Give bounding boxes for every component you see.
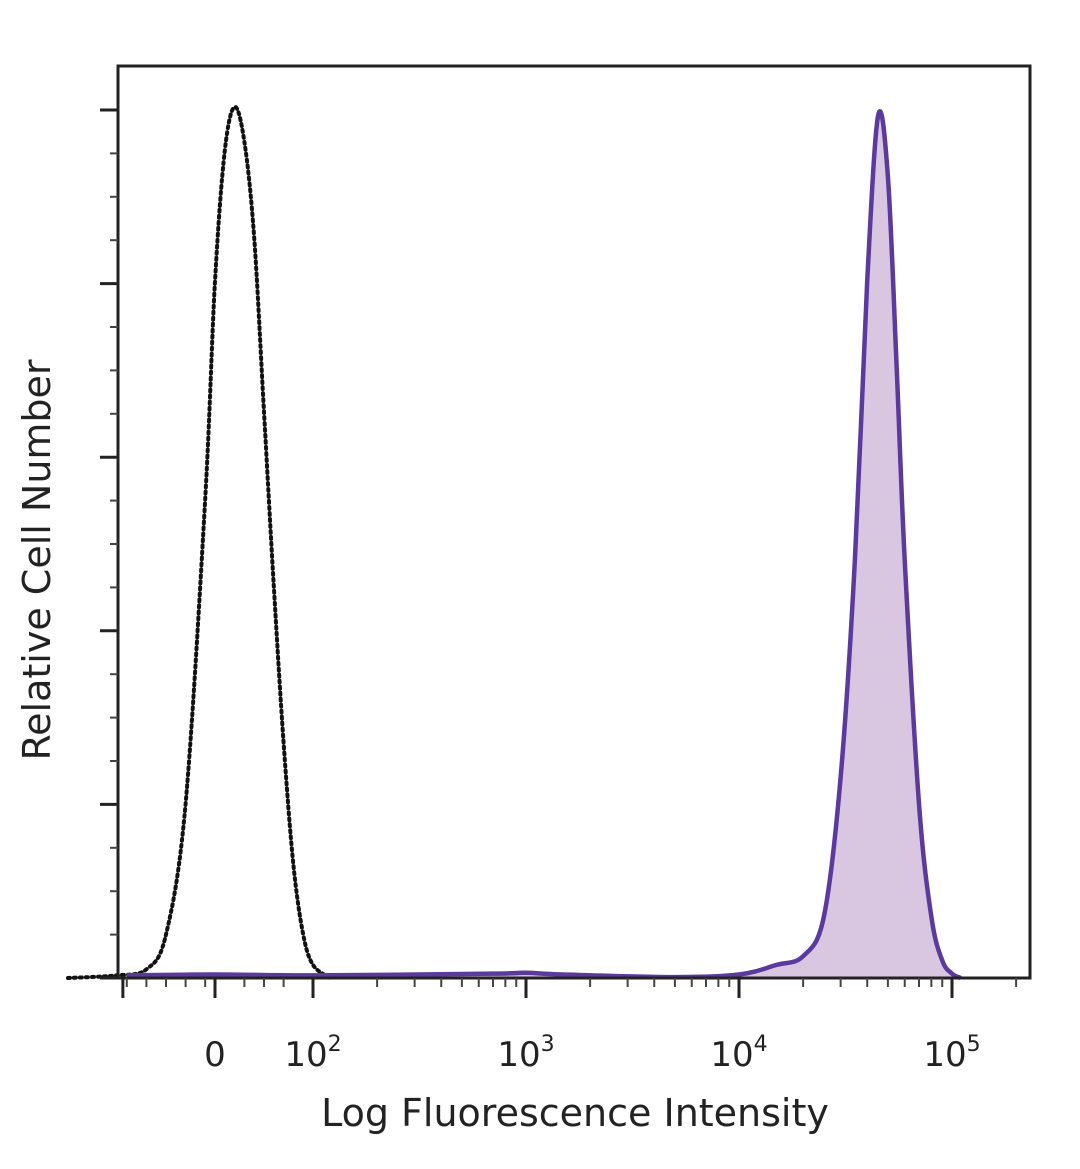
series-line-1 [126, 109, 962, 981]
x-tick-label: 105 [923, 1032, 980, 1075]
series-line-0 [66, 105, 332, 980]
x-tick-label: 102 [284, 1032, 341, 1075]
x-axis-title: Log Fluorescence Intensity [321, 1091, 829, 1135]
x-tick-label: 104 [710, 1032, 767, 1075]
plot-area [66, 105, 962, 981]
tick-labels: 0 102 103 104 105 [204, 1032, 980, 1075]
x-tick-label: 103 [497, 1032, 554, 1075]
y-axis-title: Relative Cell Number [15, 359, 59, 760]
axes [100, 64, 1032, 998]
series-fill-1 [126, 111, 961, 979]
x-tick-label: 0 [204, 1035, 226, 1075]
